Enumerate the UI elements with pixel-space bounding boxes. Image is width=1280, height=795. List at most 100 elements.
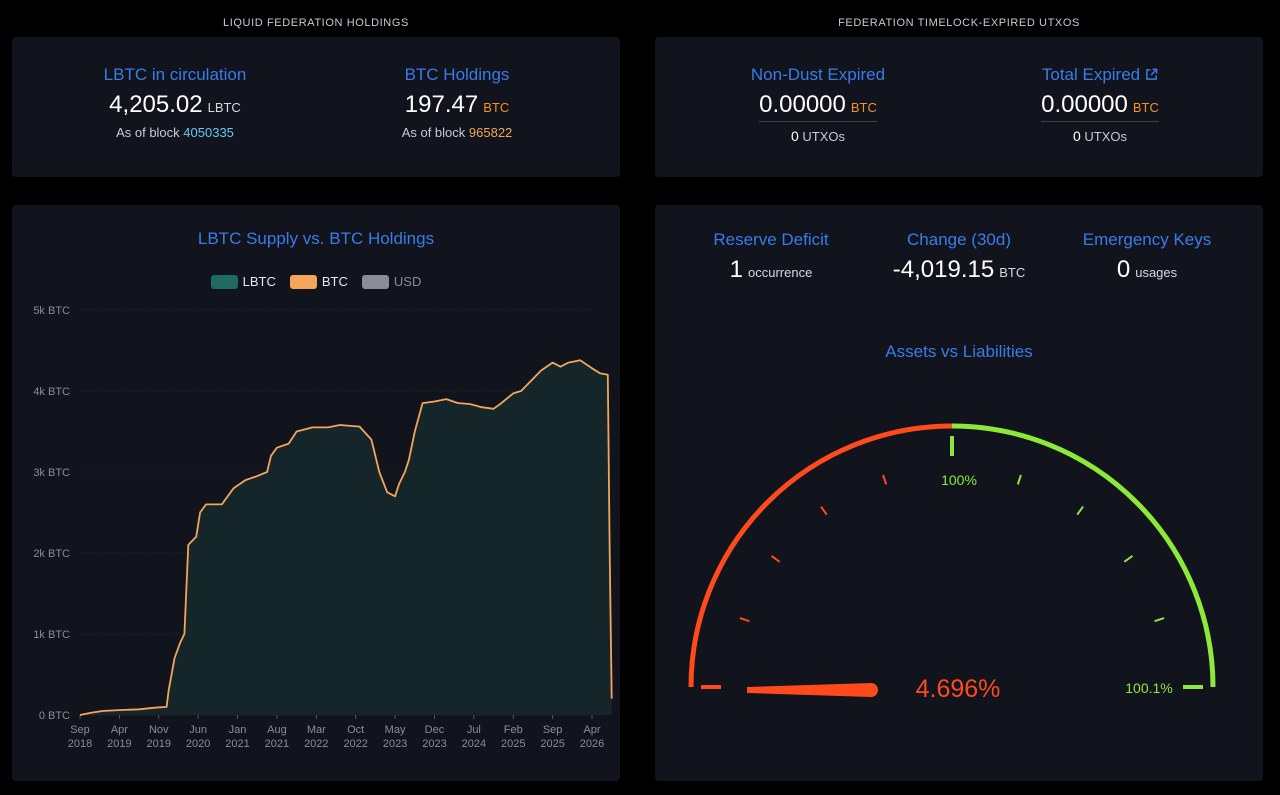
btc-holdings-label: BTC Holdings [404, 65, 510, 84]
metrics-panel: Reserve Deficit 1 occurrence Change (30d)… [655, 205, 1263, 781]
btc-holdings-value: 197.47 BTC [364, 91, 550, 119]
total-expired-count: 0 UTXOs [1007, 128, 1193, 144]
lbtc-label: LBTC in circulation [103, 65, 247, 84]
reserve-deficit-number: 1 [729, 256, 744, 283]
lbtc-block: As of block 4050335 [82, 125, 268, 140]
non-dust-unit: BTC [850, 100, 877, 115]
legend-swatch-btc [289, 274, 317, 289]
gauge-value: 4.696% [916, 675, 1001, 703]
gauge-tick [771, 555, 781, 563]
x-tick-year: 2025 [540, 738, 564, 750]
btc-holdings-block: As of block 965822 [364, 125, 550, 140]
emergency-keys-value: 0 usages [1059, 256, 1235, 284]
y-tick-label: 1k BTC [33, 629, 70, 641]
y-tick-label: 2k BTC [33, 548, 70, 560]
legend-label-lbtc: LBTC [242, 274, 276, 289]
x-tick-month: Mar [307, 724, 326, 736]
gauge-needle [747, 683, 878, 697]
gauge-label-100: 100% [941, 472, 977, 488]
change-30d-stat: Change (30d) -4,019.15 BTC [871, 230, 1047, 284]
y-tick-label: 5k BTC [33, 305, 70, 317]
x-tick-year: 2021 [225, 738, 249, 750]
total-expired-stat: Total Expired 0.00000 BTC 0 UTXOs [1007, 65, 1193, 144]
x-tick-month: Dec [425, 724, 445, 736]
x-tick-month: Oct [347, 724, 364, 736]
supply-chart[interactable]: 0 BTC 1k BTC 2k BTC 3k BTC 4k BTC 5k BTC Sep 20… [12, 205, 620, 781]
x-tick-year: 2026 [580, 738, 604, 750]
legend-item-lbtc[interactable]: LBTC [210, 274, 276, 289]
x-tick-year: 2023 [422, 738, 446, 750]
non-dust-count: 0 UTXOs [725, 128, 911, 144]
x-tick-year: 2019 [147, 738, 171, 750]
x-tick-month: May [385, 724, 406, 736]
btc-series-line [79, 359, 613, 716]
x-tick-year: 2019 [107, 738, 131, 750]
x-tick-month: Nov [149, 724, 169, 736]
lbtc-amount: 4,205.02 [109, 91, 203, 118]
gauge-tick [1076, 506, 1084, 516]
legend-item-usd[interactable]: USD [361, 274, 422, 289]
x-tick-year: 2018 [68, 738, 92, 750]
lbtc-block-number[interactable]: 4050335 [183, 125, 234, 140]
lbtc-stat: LBTC in circulation 4,205.02 LBTC As of b… [82, 65, 268, 140]
legend-label-btc: BTC [321, 274, 348, 289]
reserve-deficit-label: Reserve Deficit [713, 230, 829, 249]
x-tick-month: Jan [229, 724, 247, 736]
y-tick-label: 4k BTC [33, 386, 70, 398]
emergency-keys-unit: usages [1135, 265, 1178, 280]
btc-holdings-unit: BTC [483, 100, 510, 115]
reserve-deficit-unit: occurrence [748, 265, 813, 280]
gauge-tick [1016, 474, 1022, 485]
total-expired-link[interactable]: Total Expired [1007, 65, 1193, 85]
legend-swatch-lbtc [210, 274, 238, 289]
y-tick-label: 3k BTC [33, 467, 70, 479]
external-link-icon[interactable] [1145, 68, 1158, 81]
assets-liabilities-gauge: 100% 100.1% 4.696% [688, 423, 1216, 703]
total-expired-amount-wrap: 0.00000 BTC [1041, 91, 1159, 122]
total-expired-value: 0.00000 BTC [1007, 91, 1193, 122]
x-tick-year: 2020 [186, 738, 210, 750]
gauge-tick [882, 474, 888, 485]
x-tick-year: 2022 [343, 738, 367, 750]
non-dust-count-value: 0 [790, 128, 799, 144]
x-tick-month: Sep [543, 724, 563, 736]
x-tick-month: Sep [70, 724, 90, 736]
total-expired-label: Total Expired [1041, 65, 1141, 84]
total-expired-count-unit: UTXOs [1084, 129, 1128, 144]
x-tick-year: 2024 [462, 738, 486, 750]
total-expired-amount: 0.00000 [1041, 91, 1128, 118]
lbtc-value: 4,205.02 LBTC [82, 91, 268, 119]
non-dust-value: 0.00000 BTC [725, 91, 911, 122]
change-30d-label: Change (30d) [907, 230, 1011, 249]
gauge-arc-low [688, 423, 953, 688]
gauge-tick [820, 506, 828, 516]
btc-block-prefix: As of block [401, 125, 466, 140]
x-tick-year: 2023 [383, 738, 407, 750]
gauge-arc-high [951, 423, 1216, 688]
x-tick-month: Apr [111, 724, 128, 736]
legend-label-usd: USD [393, 274, 422, 289]
reserve-deficit-value: 1 occurrence [683, 256, 859, 284]
non-dust-stat: Non-Dust Expired 0.00000 BTC 0 UTXOs [725, 65, 911, 144]
chart-panel: LBTC Supply vs. BTC Holdings LBTC BTC US… [12, 205, 620, 781]
expired-panel: Non-Dust Expired 0.00000 BTC 0 UTXOs Tota… [655, 37, 1263, 177]
non-dust-label: Non-Dust Expired [750, 65, 886, 84]
gauge-title: Assets vs Liabilities [885, 342, 1033, 361]
gauge-tick [1154, 617, 1165, 623]
lbtc-block-prefix: As of block [116, 125, 180, 140]
x-tick-month: Jun [189, 724, 207, 736]
change-30d-number: -4,019.15 [892, 256, 995, 283]
chart-legend: LBTC BTC USD [12, 274, 620, 289]
legend-item-btc[interactable]: BTC [289, 274, 348, 289]
total-expired-count-value: 0 [1072, 128, 1081, 144]
holdings-panel: LBTC in circulation 4,205.02 LBTC As of b… [12, 37, 620, 177]
expired-section-title: FEDERATION TIMELOCK-EXPIRED UTXOS [838, 17, 1080, 29]
x-tick-month: Feb [504, 724, 523, 736]
lbtc-unit: LBTC [207, 100, 241, 115]
lbtc-area [80, 360, 612, 715]
total-expired-unit: BTC [1132, 100, 1159, 115]
non-dust-amount-wrap: 0.00000 BTC [759, 91, 877, 122]
btc-block-number[interactable]: 965822 [468, 125, 513, 140]
non-dust-count-unit: UTXOs [802, 129, 846, 144]
reserve-deficit-stat: Reserve Deficit 1 occurrence [683, 230, 859, 284]
